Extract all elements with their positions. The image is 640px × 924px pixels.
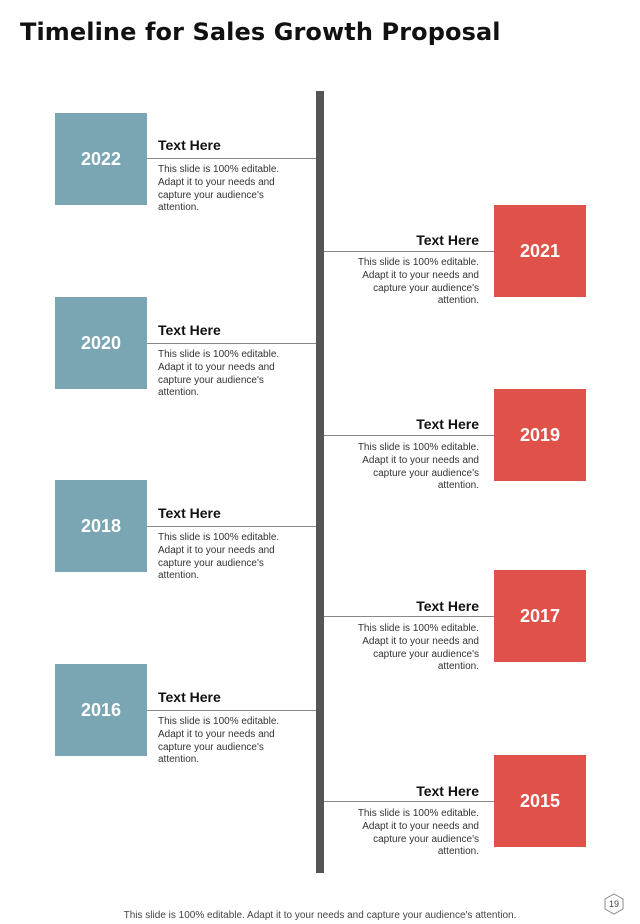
- milestone-heading: Text Here: [416, 783, 479, 799]
- year-box-2016: 2016: [55, 664, 147, 756]
- milestone-heading: Text Here: [158, 505, 221, 521]
- timeline-axis: [316, 91, 324, 873]
- page-title: Timeline for Sales Growth Proposal: [20, 18, 501, 46]
- milestone-text: This slide is 100% editable. Adapt it to…: [357, 442, 479, 492]
- year-box-2018: 2018: [55, 480, 147, 572]
- milestone-text: This slide is 100% editable. Adapt it to…: [357, 623, 479, 673]
- year-box-2017: 2017: [494, 570, 586, 662]
- year-label: 2017: [519, 605, 561, 626]
- year-label: 2018: [80, 515, 122, 536]
- year-box-2022: 2022: [55, 113, 147, 205]
- year-label: 2015: [519, 790, 561, 811]
- page-number-badge: 19: [603, 893, 625, 915]
- milestone-heading: Text Here: [158, 322, 221, 338]
- year-box-2015: 2015: [494, 755, 586, 847]
- connector-line: [324, 435, 494, 436]
- milestone-text: This slide is 100% editable. Adapt it to…: [158, 532, 280, 582]
- connector-line: [147, 710, 316, 711]
- footer-note: This slide is 100% editable. Adapt it to…: [123, 910, 517, 921]
- year-box-2019: 2019: [494, 389, 586, 481]
- year-label: 2020: [80, 332, 122, 353]
- connector-line: [147, 158, 316, 159]
- year-box-2020: 2020: [55, 297, 147, 389]
- milestone-heading: Text Here: [416, 598, 479, 614]
- connector-line: [147, 526, 316, 527]
- milestone-text: This slide is 100% editable. Adapt it to…: [158, 716, 280, 766]
- connector-line: [324, 616, 494, 617]
- year-label: 2016: [80, 699, 122, 720]
- milestone-heading: Text Here: [416, 232, 479, 248]
- year-box-2021: 2021: [494, 205, 586, 297]
- milestone-text: This slide is 100% editable. Adapt it to…: [158, 164, 280, 214]
- connector-line: [324, 801, 494, 802]
- milestone-heading: Text Here: [416, 416, 479, 432]
- milestone-text: This slide is 100% editable. Adapt it to…: [357, 257, 479, 307]
- milestone-text: This slide is 100% editable. Adapt it to…: [357, 808, 479, 858]
- milestone-text: This slide is 100% editable. Adapt it to…: [158, 349, 280, 399]
- milestone-heading: Text Here: [158, 689, 221, 705]
- hexagon-icon: [604, 893, 624, 915]
- milestone-heading: Text Here: [158, 137, 221, 153]
- connector-line: [324, 251, 494, 252]
- year-label: 2019: [519, 424, 561, 445]
- page-number: 19: [608, 899, 619, 909]
- year-label: 2021: [519, 240, 561, 261]
- year-label: 2022: [80, 148, 122, 169]
- connector-line: [147, 343, 316, 344]
